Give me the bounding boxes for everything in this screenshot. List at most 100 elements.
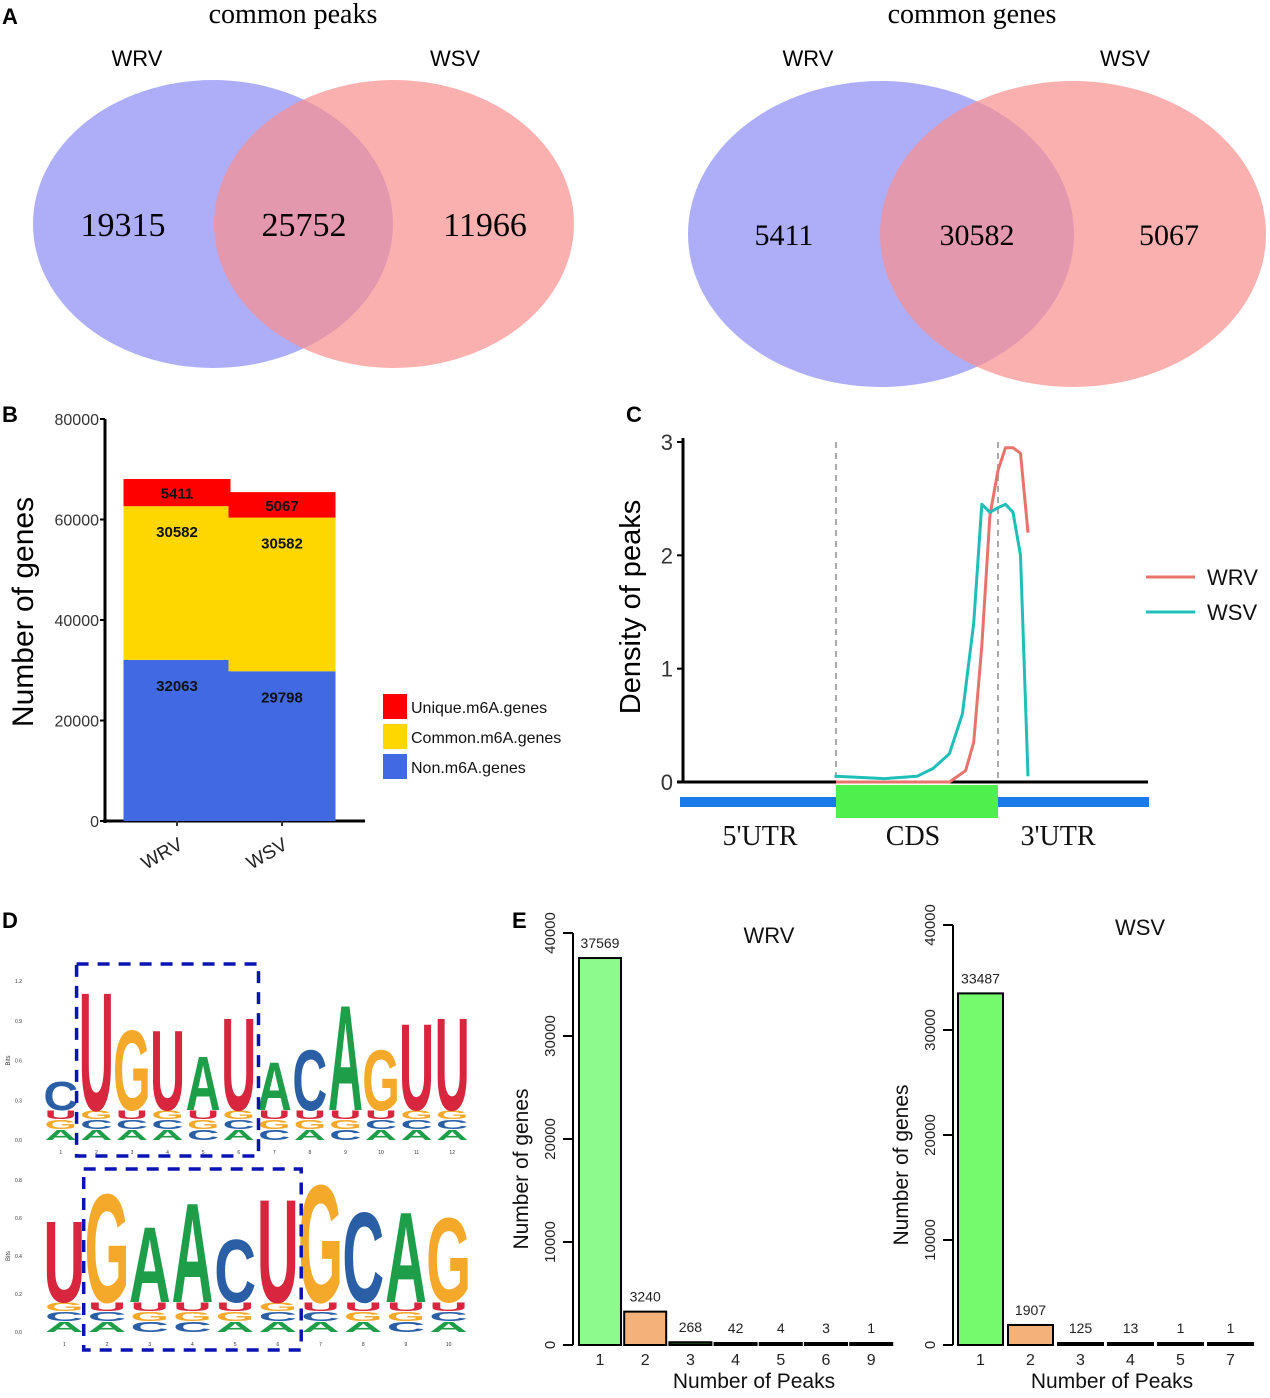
- logo-minor-letter: U: [365, 1108, 397, 1121]
- panel-label-e: E: [512, 908, 527, 933]
- logo-letter-U: U: [43, 1198, 85, 1327]
- logo-minor-letter: A: [294, 1127, 326, 1143]
- logo-minor-letter: A: [88, 1319, 126, 1335]
- y-axis-label: Number of genes: [7, 497, 40, 727]
- x-tick-label: 7: [273, 1150, 276, 1156]
- data-label: 30582: [156, 524, 198, 541]
- x-tick-label: 5: [776, 1352, 785, 1369]
- venn-set-label-wrv: WRV: [783, 46, 834, 71]
- logo-letter-G: G: [426, 1194, 471, 1329]
- logo-minor-letter: G: [344, 1310, 382, 1324]
- logo-minor-letter: G: [45, 1117, 77, 1132]
- y-axis-label: Density of peaks: [615, 500, 647, 714]
- y-tick-label: 20000: [542, 1118, 559, 1160]
- x-tick-label: 8: [308, 1150, 311, 1156]
- bar: [957, 992, 1004, 1346]
- x-axis-label: Number of Peaks: [673, 1370, 835, 1393]
- logo-minor-letter: C: [223, 1117, 255, 1132]
- y-tick-label: 40000: [922, 904, 939, 946]
- x-tick-label: 3: [686, 1352, 695, 1369]
- data-label: 33487: [961, 970, 1000, 986]
- sequence-logo-2: Bits0.00.20.40.60.8ACGU1ACUG2CGUA3CGUA4A…: [6, 1150, 471, 1352]
- density-line-chart-c: Density of peaks 0 1 2 3 5'UTR CDS 3'UTR WRV WSV: [615, 430, 1258, 852]
- logo-minor-letter: U: [258, 1108, 290, 1121]
- logo-minor-letter: C: [258, 1127, 290, 1143]
- data-label: 4: [777, 1320, 785, 1336]
- y-tick-label: 60000: [55, 513, 100, 530]
- panel-label-a: A: [2, 4, 18, 29]
- region-label: 5'UTR: [722, 821, 797, 852]
- region-label: 3'UTR: [1020, 821, 1095, 852]
- logo-letter-G: G: [298, 1150, 343, 1339]
- logo-minor-letter: C: [365, 1117, 397, 1132]
- logo-minor-letter: C: [131, 1319, 169, 1335]
- logo-minor-letter: C: [88, 1310, 126, 1324]
- logo-letter-A: A: [328, 974, 363, 1142]
- x-tick-label: 5: [234, 1342, 237, 1348]
- logo-minor-letter: U: [344, 1301, 382, 1314]
- logo-letter-C: C: [214, 1221, 256, 1321]
- x-tick-label: 1: [63, 1342, 66, 1348]
- legend-swatch: [383, 754, 407, 779]
- x-tick-label: 7: [1226, 1352, 1235, 1369]
- venn-set-label-wrv: WRV: [112, 46, 163, 71]
- x-tick-label: 5: [1176, 1352, 1185, 1369]
- data-label: 32063: [156, 678, 198, 695]
- logo-minor-letter: C: [301, 1310, 339, 1324]
- bar: [804, 1342, 848, 1346]
- logo-letter-G: G: [85, 1162, 130, 1336]
- logo-minor-letter: U: [45, 1108, 77, 1121]
- y-tick-label: 0.4: [15, 1254, 22, 1260]
- x-axis-label: Number of Peaks: [1031, 1370, 1193, 1393]
- x-tick-label: 3: [148, 1342, 151, 1348]
- x-tick-label: 4: [1126, 1352, 1135, 1369]
- logo-minor-letter: U: [187, 1108, 219, 1121]
- logo-minor-letter: A: [301, 1319, 339, 1335]
- logo-minor-letter: C: [187, 1127, 219, 1143]
- logo-minor-letter: U: [116, 1108, 148, 1121]
- legend-label: Common.m6A.genes: [411, 730, 561, 747]
- venn-title: common genes: [888, 0, 1057, 30]
- y-tick-label: 0.9: [15, 1019, 22, 1025]
- logo-minor-letter: G: [294, 1117, 326, 1132]
- x-tick-label: 4: [731, 1352, 740, 1369]
- venn-value-wrv-only: 19315: [81, 207, 166, 244]
- x-tick-label: 11: [414, 1150, 419, 1156]
- y-tick-label: 0.0: [15, 1330, 22, 1336]
- venn-value-both: 25752: [262, 207, 347, 244]
- stacked-bar-chart-b: Number of genes 0 20000 40000 60000 80000 320…: [7, 412, 561, 874]
- data-label: 125: [1069, 1320, 1093, 1336]
- logo-minor-letter: U: [294, 1108, 326, 1121]
- y-axis-label: Number of genes: [510, 1088, 533, 1249]
- y-tick-label: 0: [922, 1341, 939, 1349]
- logo-letter-A: A: [385, 1186, 427, 1330]
- y-tick-label: 80000: [55, 412, 100, 429]
- line-series-wsv: [834, 502, 1030, 781]
- x-tick-label: 1: [59, 1150, 62, 1156]
- venn-value-wsv-only: 5067: [1139, 219, 1199, 252]
- bar: [1007, 1323, 1054, 1346]
- y-axis-label: Bits: [6, 1055, 12, 1065]
- venn-value-both: 30582: [940, 219, 1015, 252]
- sequence-logo-1: Bits0.00.30.60.91.2AGUC1ACGU2ACUG3ACGU4C…: [6, 959, 470, 1158]
- logo-minor-letter: G: [436, 1108, 468, 1121]
- logo-letter-G: G: [113, 1007, 151, 1135]
- x-tick-label: 4: [191, 1342, 194, 1348]
- logo-letter-A: A: [172, 1174, 214, 1332]
- data-label: 1: [1227, 1320, 1235, 1336]
- logo-minor-letter: G: [259, 1301, 297, 1314]
- data-label: 37569: [581, 935, 620, 951]
- logo-minor-letter: U: [88, 1301, 126, 1314]
- data-label: 1: [1177, 1320, 1185, 1336]
- data-label: 5411: [161, 486, 194, 503]
- bar-segment: [123, 506, 231, 660]
- motif-highlight-box: [74, 962, 261, 1158]
- logo-minor-letter: G: [329, 1117, 361, 1132]
- data-label: 3: [822, 1320, 830, 1336]
- logo-letter-A: A: [257, 1048, 292, 1125]
- logo-letter-C: C: [292, 1032, 327, 1128]
- legend-label: Non.m6A.genes: [411, 760, 526, 777]
- logo-minor-letter: C: [329, 1127, 361, 1143]
- data-label: 3240: [630, 1289, 661, 1305]
- x-tick-label: 6: [237, 1150, 240, 1156]
